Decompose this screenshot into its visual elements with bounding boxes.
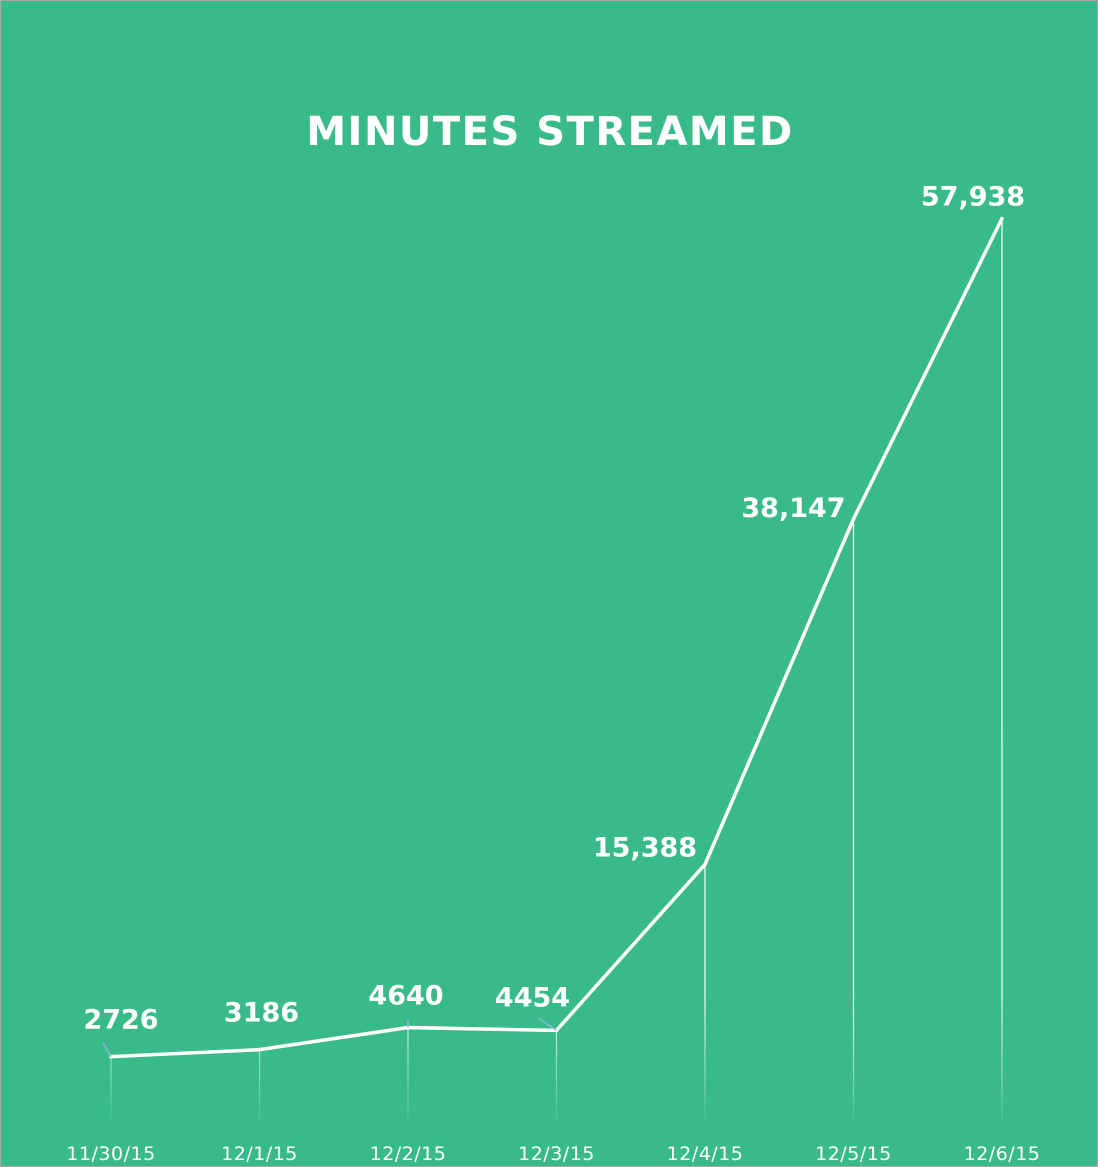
value-labels: 2726 3186 4640 4454 15,388 38,147 57,938 [83, 182, 1025, 1036]
callout-line-11-30-15 [102, 1042, 112, 1057]
label-callouts [102, 1017, 557, 1057]
data-label-12-5-15: 38,147 [741, 493, 845, 524]
x-axis-tick-labels: 11/30/15 12/1/15 12/2/15 12/3/15 12/4/15 12/5… [66, 1143, 1040, 1165]
callout-line-12-3-15 [538, 1017, 557, 1032]
series-group [109, 216, 1004, 1059]
x-tick-label-12-1-15: 12/1/15 [221, 1143, 298, 1165]
x-tick-label-12-4-15: 12/4/15 [667, 1143, 744, 1165]
data-label-12-4-15: 15,388 [593, 832, 697, 863]
x-tick-label-12-3-15: 12/3/15 [518, 1143, 595, 1165]
chart-title: MINUTES STREAMED [306, 109, 794, 155]
data-label-11-30-15: 2726 [83, 1005, 158, 1036]
data-point-12-5-15 [851, 517, 856, 521]
x-tick-label-11-30-15: 11/30/15 [66, 1143, 155, 1165]
data-point-12-1-15 [257, 1047, 262, 1052]
x-tick-label-12-6-15: 12/6/15 [964, 1143, 1041, 1165]
x-tick-label-12-5-15: 12/5/15 [815, 1143, 892, 1165]
x-tick-label-12-2-15: 12/2/15 [370, 1143, 447, 1165]
data-label-12-1-15: 3186 [224, 998, 299, 1029]
data-label-12-2-15: 4640 [368, 981, 443, 1012]
data-label-12-6-15: 57,938 [921, 182, 1025, 213]
data-point-12-4-15 [703, 862, 707, 867]
data-label-12-3-15: 4454 [495, 982, 570, 1013]
data-point-12-6-15 [1000, 216, 1004, 221]
drop-lines [110, 218, 1003, 1121]
series-line [110, 217, 1004, 1059]
